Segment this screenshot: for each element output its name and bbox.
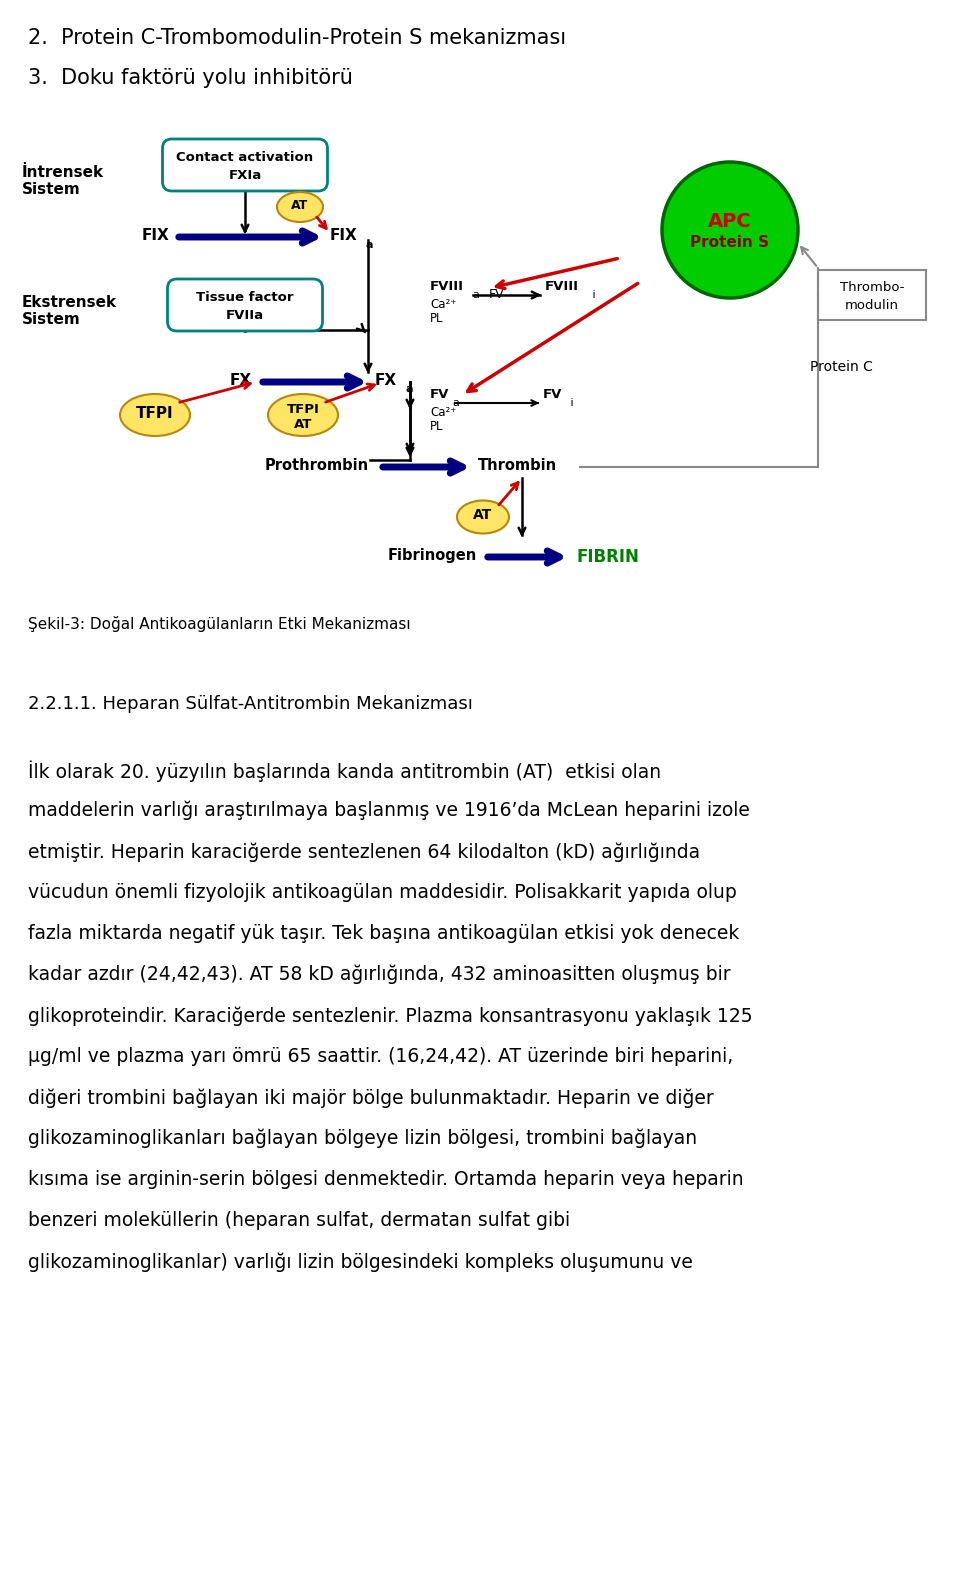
Text: μg/ml ve plazma yarı ömrü 65 saattir. (16,24,42). AT üzerinde biri heparini,: μg/ml ve plazma yarı ömrü 65 saattir. (1… <box>28 1047 733 1066</box>
Text: FIBRIN: FIBRIN <box>576 548 638 565</box>
Text: PL: PL <box>430 313 444 325</box>
Text: APC: APC <box>708 212 752 231</box>
Text: AT: AT <box>292 199 308 212</box>
Text: a: a <box>405 384 413 395</box>
Text: Ca²⁺: Ca²⁺ <box>430 298 456 311</box>
Text: 2.2.1.1. Heparan Sülfat-Antitrombin Mekanizması: 2.2.1.1. Heparan Sülfat-Antitrombin Meka… <box>28 695 473 714</box>
Text: modulin: modulin <box>845 298 899 313</box>
Text: kadar azdır (24,42,43). AT 58 kD ağırlığında, 432 aminoasitten oluşmuş bir: kadar azdır (24,42,43). AT 58 kD ağırlığ… <box>28 965 731 984</box>
Ellipse shape <box>120 395 190 436</box>
Text: FVIII: FVIII <box>545 279 579 294</box>
Text: Sistem: Sistem <box>22 313 81 327</box>
Text: Tissue factor: Tissue factor <box>196 291 294 305</box>
Text: kısıma ise arginin-serin bölgesi denmektedir. Ortamda heparin veya heparin: kısıma ise arginin-serin bölgesi denmekt… <box>28 1170 744 1189</box>
Text: TFPI: TFPI <box>136 406 174 422</box>
Text: FXIa: FXIa <box>228 169 262 182</box>
Text: Fibrinogen: Fibrinogen <box>388 548 477 564</box>
Text: Thrombo-: Thrombo- <box>840 281 904 294</box>
Text: Protein C: Protein C <box>810 360 873 374</box>
Text: Ca²⁺: Ca²⁺ <box>430 406 456 418</box>
Bar <box>818 270 926 321</box>
Text: FIX: FIX <box>142 227 170 243</box>
FancyBboxPatch shape <box>162 139 327 191</box>
Text: Sistem: Sistem <box>22 182 81 197</box>
Text: a: a <box>366 240 373 249</box>
Text: FV: FV <box>490 287 505 302</box>
Text: vücudun önemli fizyolojik antikoagülan maddesidir. Polisakkarit yapıda olup: vücudun önemli fizyolojik antikoagülan m… <box>28 883 736 902</box>
Text: AT: AT <box>473 508 492 523</box>
Text: FX: FX <box>375 373 397 388</box>
Ellipse shape <box>277 193 323 223</box>
Text: a: a <box>452 398 459 407</box>
Text: TFPI: TFPI <box>287 403 320 415</box>
Circle shape <box>662 163 798 298</box>
Text: 3.  Doku faktörü yolu inhibitörü: 3. Doku faktörü yolu inhibitörü <box>28 68 353 88</box>
Text: Prothrombin: Prothrombin <box>265 458 370 474</box>
Ellipse shape <box>457 501 509 534</box>
Text: FIX: FIX <box>330 227 358 243</box>
Text: FVIIa: FVIIa <box>226 309 264 322</box>
Text: Thrombin: Thrombin <box>478 458 557 474</box>
Text: etmiştir. Heparin karaciğerde sentezlenen 64 kilodalton (kD) ağırlığında: etmiştir. Heparin karaciğerde sentezlene… <box>28 842 700 862</box>
Text: 2.  Protein C-Trombomodulin-Protein S mekanizması: 2. Protein C-Trombomodulin-Protein S mek… <box>28 28 566 47</box>
Text: a: a <box>472 291 479 300</box>
Text: i: i <box>567 398 574 407</box>
Text: FV: FV <box>430 388 449 401</box>
Text: FVIII: FVIII <box>430 279 464 294</box>
Text: FX: FX <box>230 373 252 388</box>
Text: fazla miktarda negatif yük taşır. Tek başına antikoagülan etkisi yok denecek: fazla miktarda negatif yük taşır. Tek ba… <box>28 924 739 943</box>
FancyBboxPatch shape <box>167 279 323 332</box>
Text: İlk olarak 20. yüzyılın başlarında kanda antitrombin (AT)  etkisi olan: İlk olarak 20. yüzyılın başlarında kanda… <box>28 759 661 782</box>
Ellipse shape <box>268 395 338 436</box>
Text: AT: AT <box>294 418 312 431</box>
Text: Protein S: Protein S <box>690 235 770 249</box>
Text: Ekstrensek: Ekstrensek <box>22 295 117 309</box>
Text: FV: FV <box>543 388 563 401</box>
Text: PL: PL <box>430 420 444 433</box>
Text: Şekil-3: Doğal Antikoagülanların Etki Mekanizması: Şekil-3: Doğal Antikoagülanların Etki Me… <box>28 616 411 632</box>
Text: glikozaminoglikanlar) varlığı lizin bölgesindeki kompleks oluşumunu ve: glikozaminoglikanlar) varlığı lizin bölg… <box>28 1252 693 1271</box>
Text: diğeri trombini bağlayan iki majör bölge bulunmaktadır. Heparin ve diğer: diğeri trombini bağlayan iki majör bölge… <box>28 1088 713 1107</box>
Text: İntrensek: İntrensek <box>22 164 104 180</box>
Text: glikoproteindir. Karaciğerde sentezlenir. Plazma konsantrasyonu yaklaşık 125: glikoproteindir. Karaciğerde sentezlenir… <box>28 1006 753 1025</box>
Text: glikozaminoglikanları bağlayan bölgeye lizin bölgesi, trombini bağlayan: glikozaminoglikanları bağlayan bölgeye l… <box>28 1129 697 1148</box>
Text: benzeri moleküllerin (heparan sulfat, dermatan sulfat gibi: benzeri moleküllerin (heparan sulfat, de… <box>28 1211 570 1230</box>
Text: i: i <box>589 291 595 300</box>
Text: maddelerin varlığı araştırılmaya başlanmış ve 1916’da McLean heparini izole: maddelerin varlığı araştırılmaya başlanm… <box>28 801 750 821</box>
Text: Contact activation: Contact activation <box>177 152 314 164</box>
